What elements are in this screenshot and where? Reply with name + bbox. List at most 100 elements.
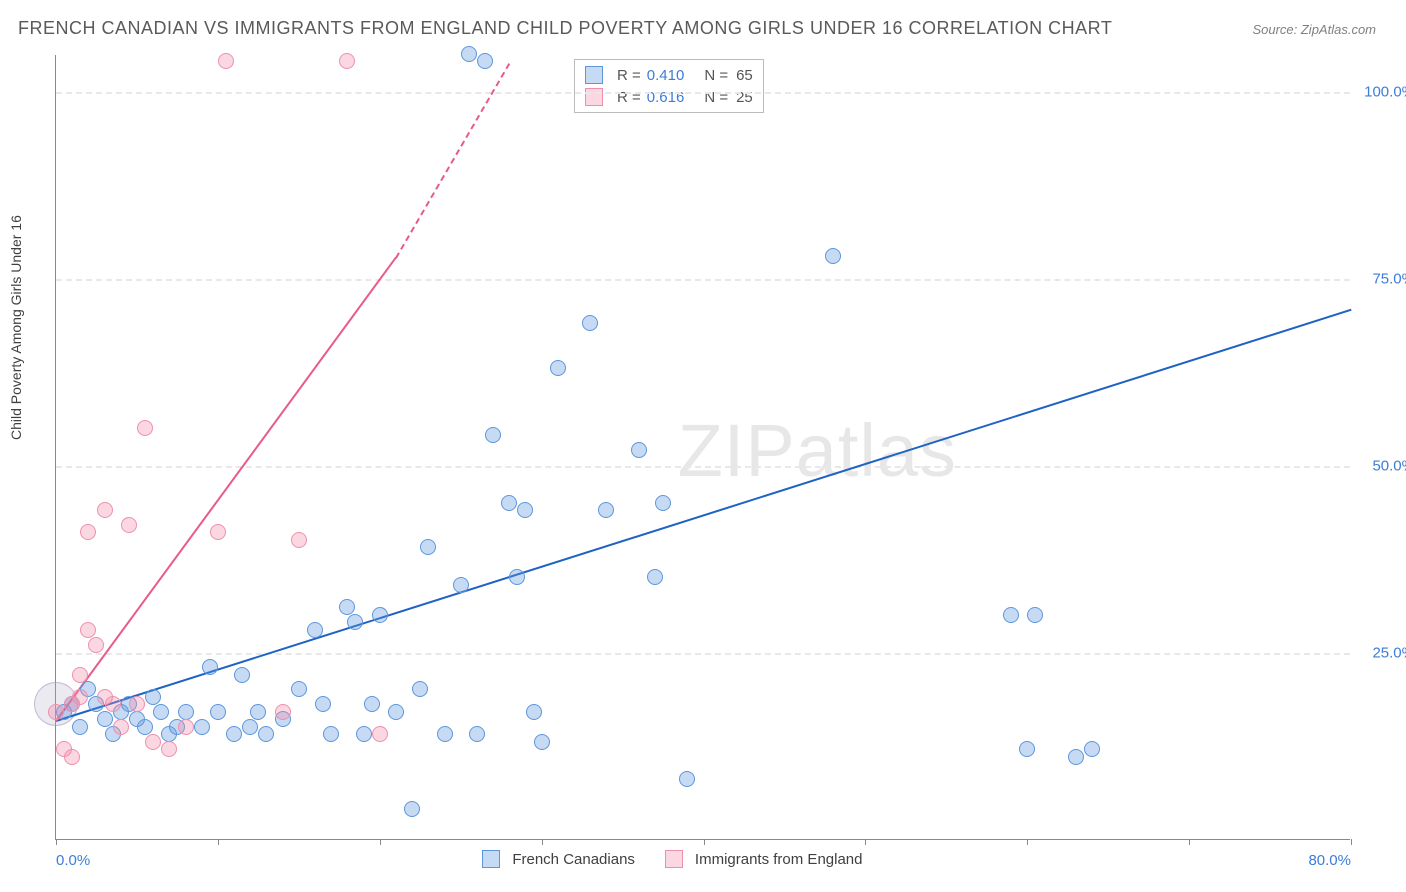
data-point [485, 427, 501, 443]
data-point [178, 719, 194, 735]
legend-label: French Canadians [512, 851, 635, 868]
legend-label: Immigrants from England [695, 851, 863, 868]
data-point [412, 681, 428, 697]
data-point [1003, 607, 1019, 623]
data-point [307, 622, 323, 638]
data-point [1027, 607, 1043, 623]
legend-swatch [665, 850, 683, 868]
x-tick [380, 839, 381, 845]
data-point [291, 681, 307, 697]
legend-swatch [482, 850, 500, 868]
y-tick-label: 50.0% [1372, 458, 1406, 475]
r-label: R = [617, 67, 641, 84]
data-point [97, 502, 113, 518]
data-point [234, 667, 250, 683]
data-point [80, 524, 96, 540]
n-value: 25 [736, 89, 753, 106]
data-point [388, 704, 404, 720]
n-label: N = [704, 89, 728, 106]
gridline [56, 279, 1350, 281]
data-point [80, 622, 96, 638]
data-point [347, 614, 363, 630]
data-point [258, 726, 274, 742]
r-value: 0.616 [647, 89, 685, 106]
data-point [655, 495, 671, 511]
data-point [372, 607, 388, 623]
x-tick [704, 839, 705, 845]
data-point [582, 315, 598, 331]
data-point [121, 517, 137, 533]
gridline [56, 653, 1350, 655]
data-point [339, 599, 355, 615]
legend-swatch [585, 66, 603, 84]
y-axis-label: Child Poverty Among Girls Under 16 [8, 215, 24, 440]
data-point [218, 53, 234, 69]
x-tick [542, 839, 543, 845]
data-point [72, 719, 88, 735]
x-tick [865, 839, 866, 845]
data-point [315, 696, 331, 712]
data-point [453, 577, 469, 593]
data-point [48, 704, 64, 720]
data-point [153, 704, 169, 720]
y-tick-label: 100.0% [1364, 84, 1406, 101]
gridline [56, 466, 1350, 468]
x-tick [218, 839, 219, 845]
n-value: 65 [736, 67, 753, 84]
data-point [437, 726, 453, 742]
data-point [178, 704, 194, 720]
data-point [210, 524, 226, 540]
data-point [113, 719, 129, 735]
data-point [339, 53, 355, 69]
data-point [97, 711, 113, 727]
data-point [501, 495, 517, 511]
legend-row: R = 0.616 N = 25 [585, 86, 753, 108]
data-point [825, 248, 841, 264]
data-point [550, 360, 566, 376]
data-point [161, 741, 177, 757]
data-point [517, 502, 533, 518]
x-tick-label: 0.0% [56, 852, 90, 869]
data-point [210, 704, 226, 720]
data-point [420, 539, 436, 555]
data-point [242, 719, 258, 735]
legend-item: Immigrants from England [665, 850, 863, 868]
data-point [145, 734, 161, 750]
data-point [509, 569, 525, 585]
data-point [226, 726, 242, 742]
correlation-legend: R =0.410N = 65R =0.616N = 25 [574, 59, 764, 113]
gridline [56, 92, 1350, 94]
data-point [631, 442, 647, 458]
y-tick-label: 25.0% [1372, 645, 1406, 662]
data-point [323, 726, 339, 742]
data-point [250, 704, 266, 720]
legend-swatch [585, 88, 603, 106]
x-tick-label: 80.0% [1308, 852, 1351, 869]
data-point [1068, 749, 1084, 765]
data-point [194, 719, 210, 735]
data-point [356, 726, 372, 742]
data-point [461, 46, 477, 62]
data-point [137, 719, 153, 735]
data-point [145, 689, 161, 705]
legend-item: French Canadians [482, 850, 635, 868]
watermark: ZIPatlas [678, 408, 957, 493]
data-point [679, 771, 695, 787]
r-label: R = [617, 89, 641, 106]
data-point [72, 689, 88, 705]
data-point [1084, 741, 1100, 757]
legend-row: R =0.410N = 65 [585, 64, 753, 86]
y-tick-label: 75.0% [1372, 271, 1406, 288]
data-point [404, 801, 420, 817]
data-point [291, 532, 307, 548]
chart-title: FRENCH CANADIAN VS IMMIGRANTS FROM ENGLA… [18, 18, 1112, 39]
data-point [372, 726, 388, 742]
data-point [534, 734, 550, 750]
n-label: N = [704, 67, 728, 84]
data-point [88, 637, 104, 653]
data-point [72, 667, 88, 683]
data-point [1019, 741, 1035, 757]
x-tick [1189, 839, 1190, 845]
scatter-plot: ZIPatlas R =0.410N = 65R = 0.616 N = 25 25… [55, 55, 1350, 840]
data-point [364, 696, 380, 712]
